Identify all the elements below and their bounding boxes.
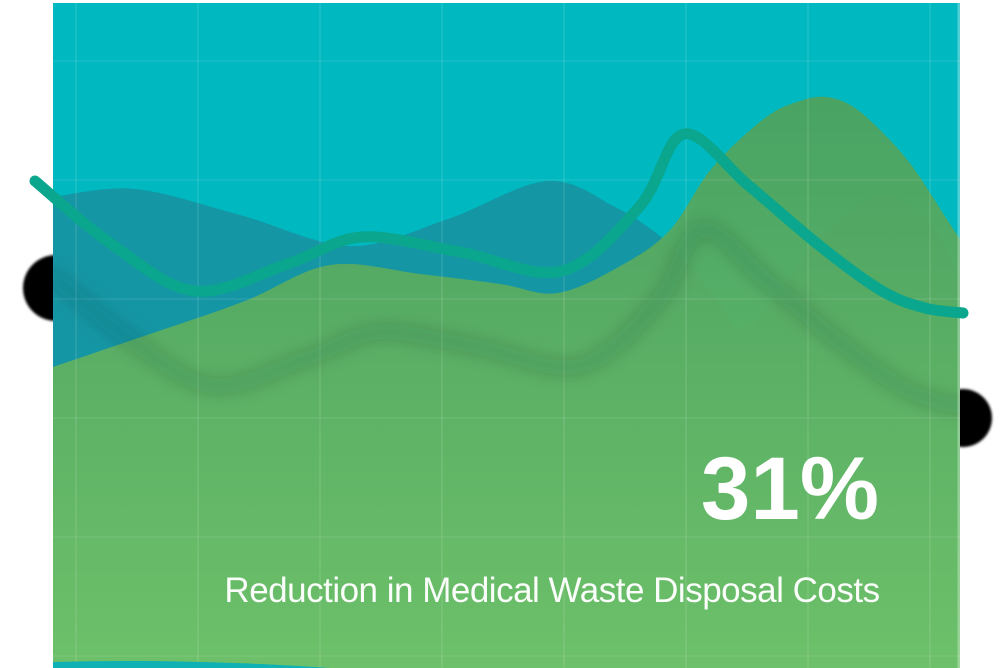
trend-line — [29, 128, 969, 319]
card-right-edge-highlight — [957, 3, 960, 668]
bottom-teal-sliver — [53, 660, 330, 668]
stat-value: 31% — [701, 438, 879, 538]
stat-caption: Reduction in Medical Waste Disposal Cost… — [224, 571, 879, 610]
trend-line-shadow — [53, 221, 960, 414]
